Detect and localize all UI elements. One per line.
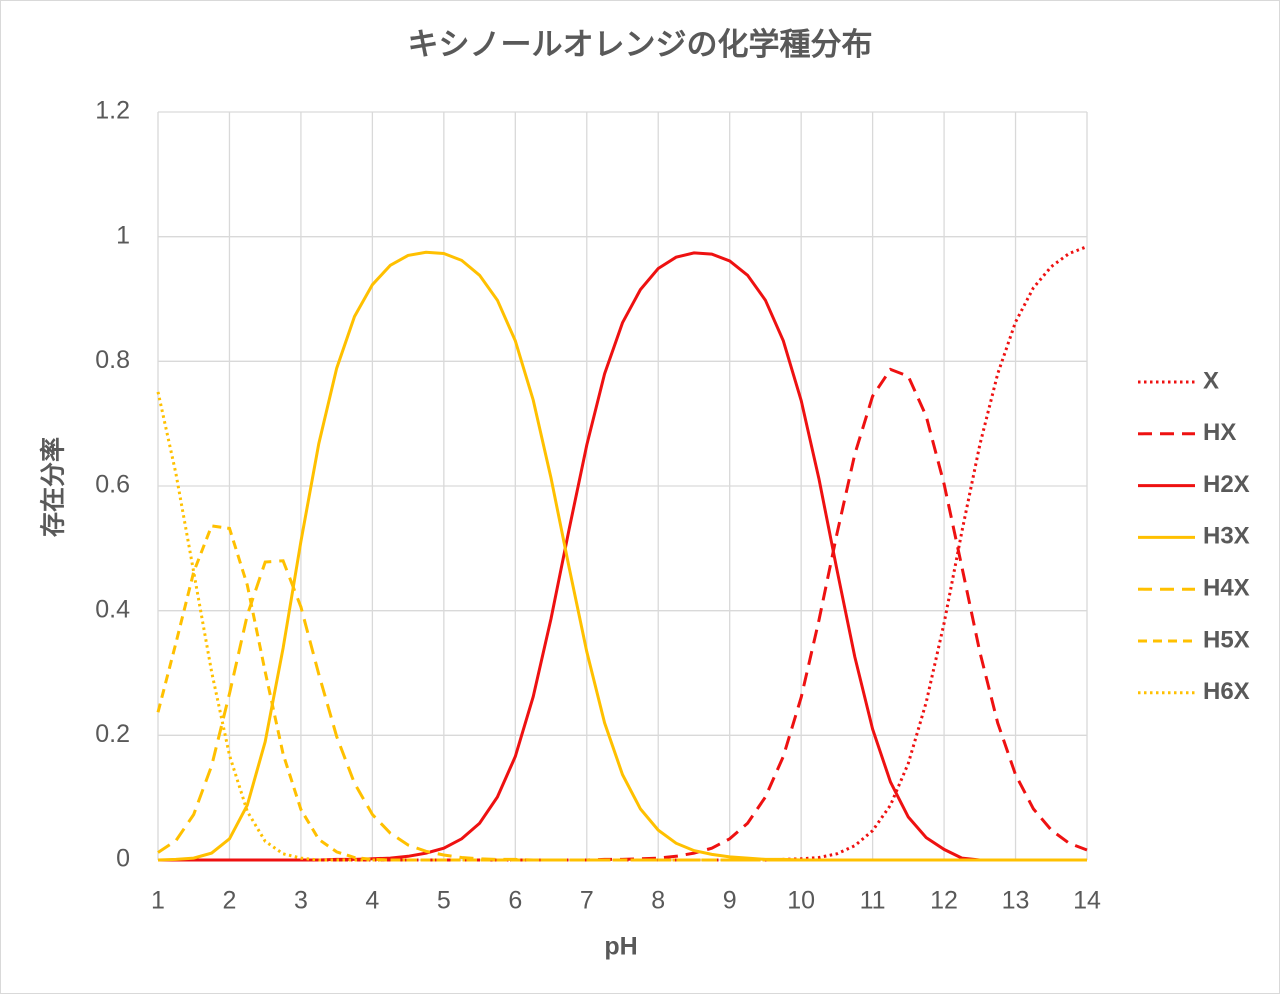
y-tick-label: 0.4 [95, 595, 130, 623]
y-tick-label: 1 [116, 221, 130, 249]
x-tick-label: 6 [508, 887, 522, 915]
x-tick-label: 2 [223, 887, 237, 915]
y-tick-label: 0.2 [95, 720, 130, 748]
x-tick-label: 9 [723, 887, 737, 915]
x-tick-label: 7 [580, 887, 594, 915]
legend-label: H3X [1203, 523, 1250, 550]
y-tick-label: 0.8 [95, 346, 130, 374]
x-tick-label: 1 [151, 887, 165, 915]
legend-label: HX [1203, 419, 1236, 446]
x-tick-label: 4 [365, 887, 379, 915]
legend-label: H6X [1203, 678, 1250, 705]
legend-label: X [1203, 367, 1219, 394]
y-tick-label: 0 [116, 845, 130, 873]
x-tick-label: 5 [437, 887, 451, 915]
y-tick-label: 0.6 [95, 471, 130, 499]
x-tick-label: 14 [1073, 887, 1101, 915]
series-line [156, 391, 1087, 862]
chart-title: キシノールオレンジの化学種分布 [408, 27, 873, 62]
x-axis-label: pH [604, 933, 637, 961]
legend-label: H4X [1203, 575, 1250, 602]
x-tick-label: 3 [294, 887, 308, 915]
x-tick-label: 8 [651, 887, 665, 915]
x-tick-label: 13 [1002, 887, 1030, 915]
y-axis-label: 存在分率 [39, 437, 68, 537]
y-tick-label: 1.2 [95, 97, 130, 125]
x-tick-label: 11 [860, 887, 886, 915]
x-tick-label: 12 [930, 887, 958, 915]
legend-label: H5X [1203, 626, 1250, 653]
legend-label: H2X [1203, 471, 1250, 498]
x-tick-label: 10 [787, 887, 815, 915]
